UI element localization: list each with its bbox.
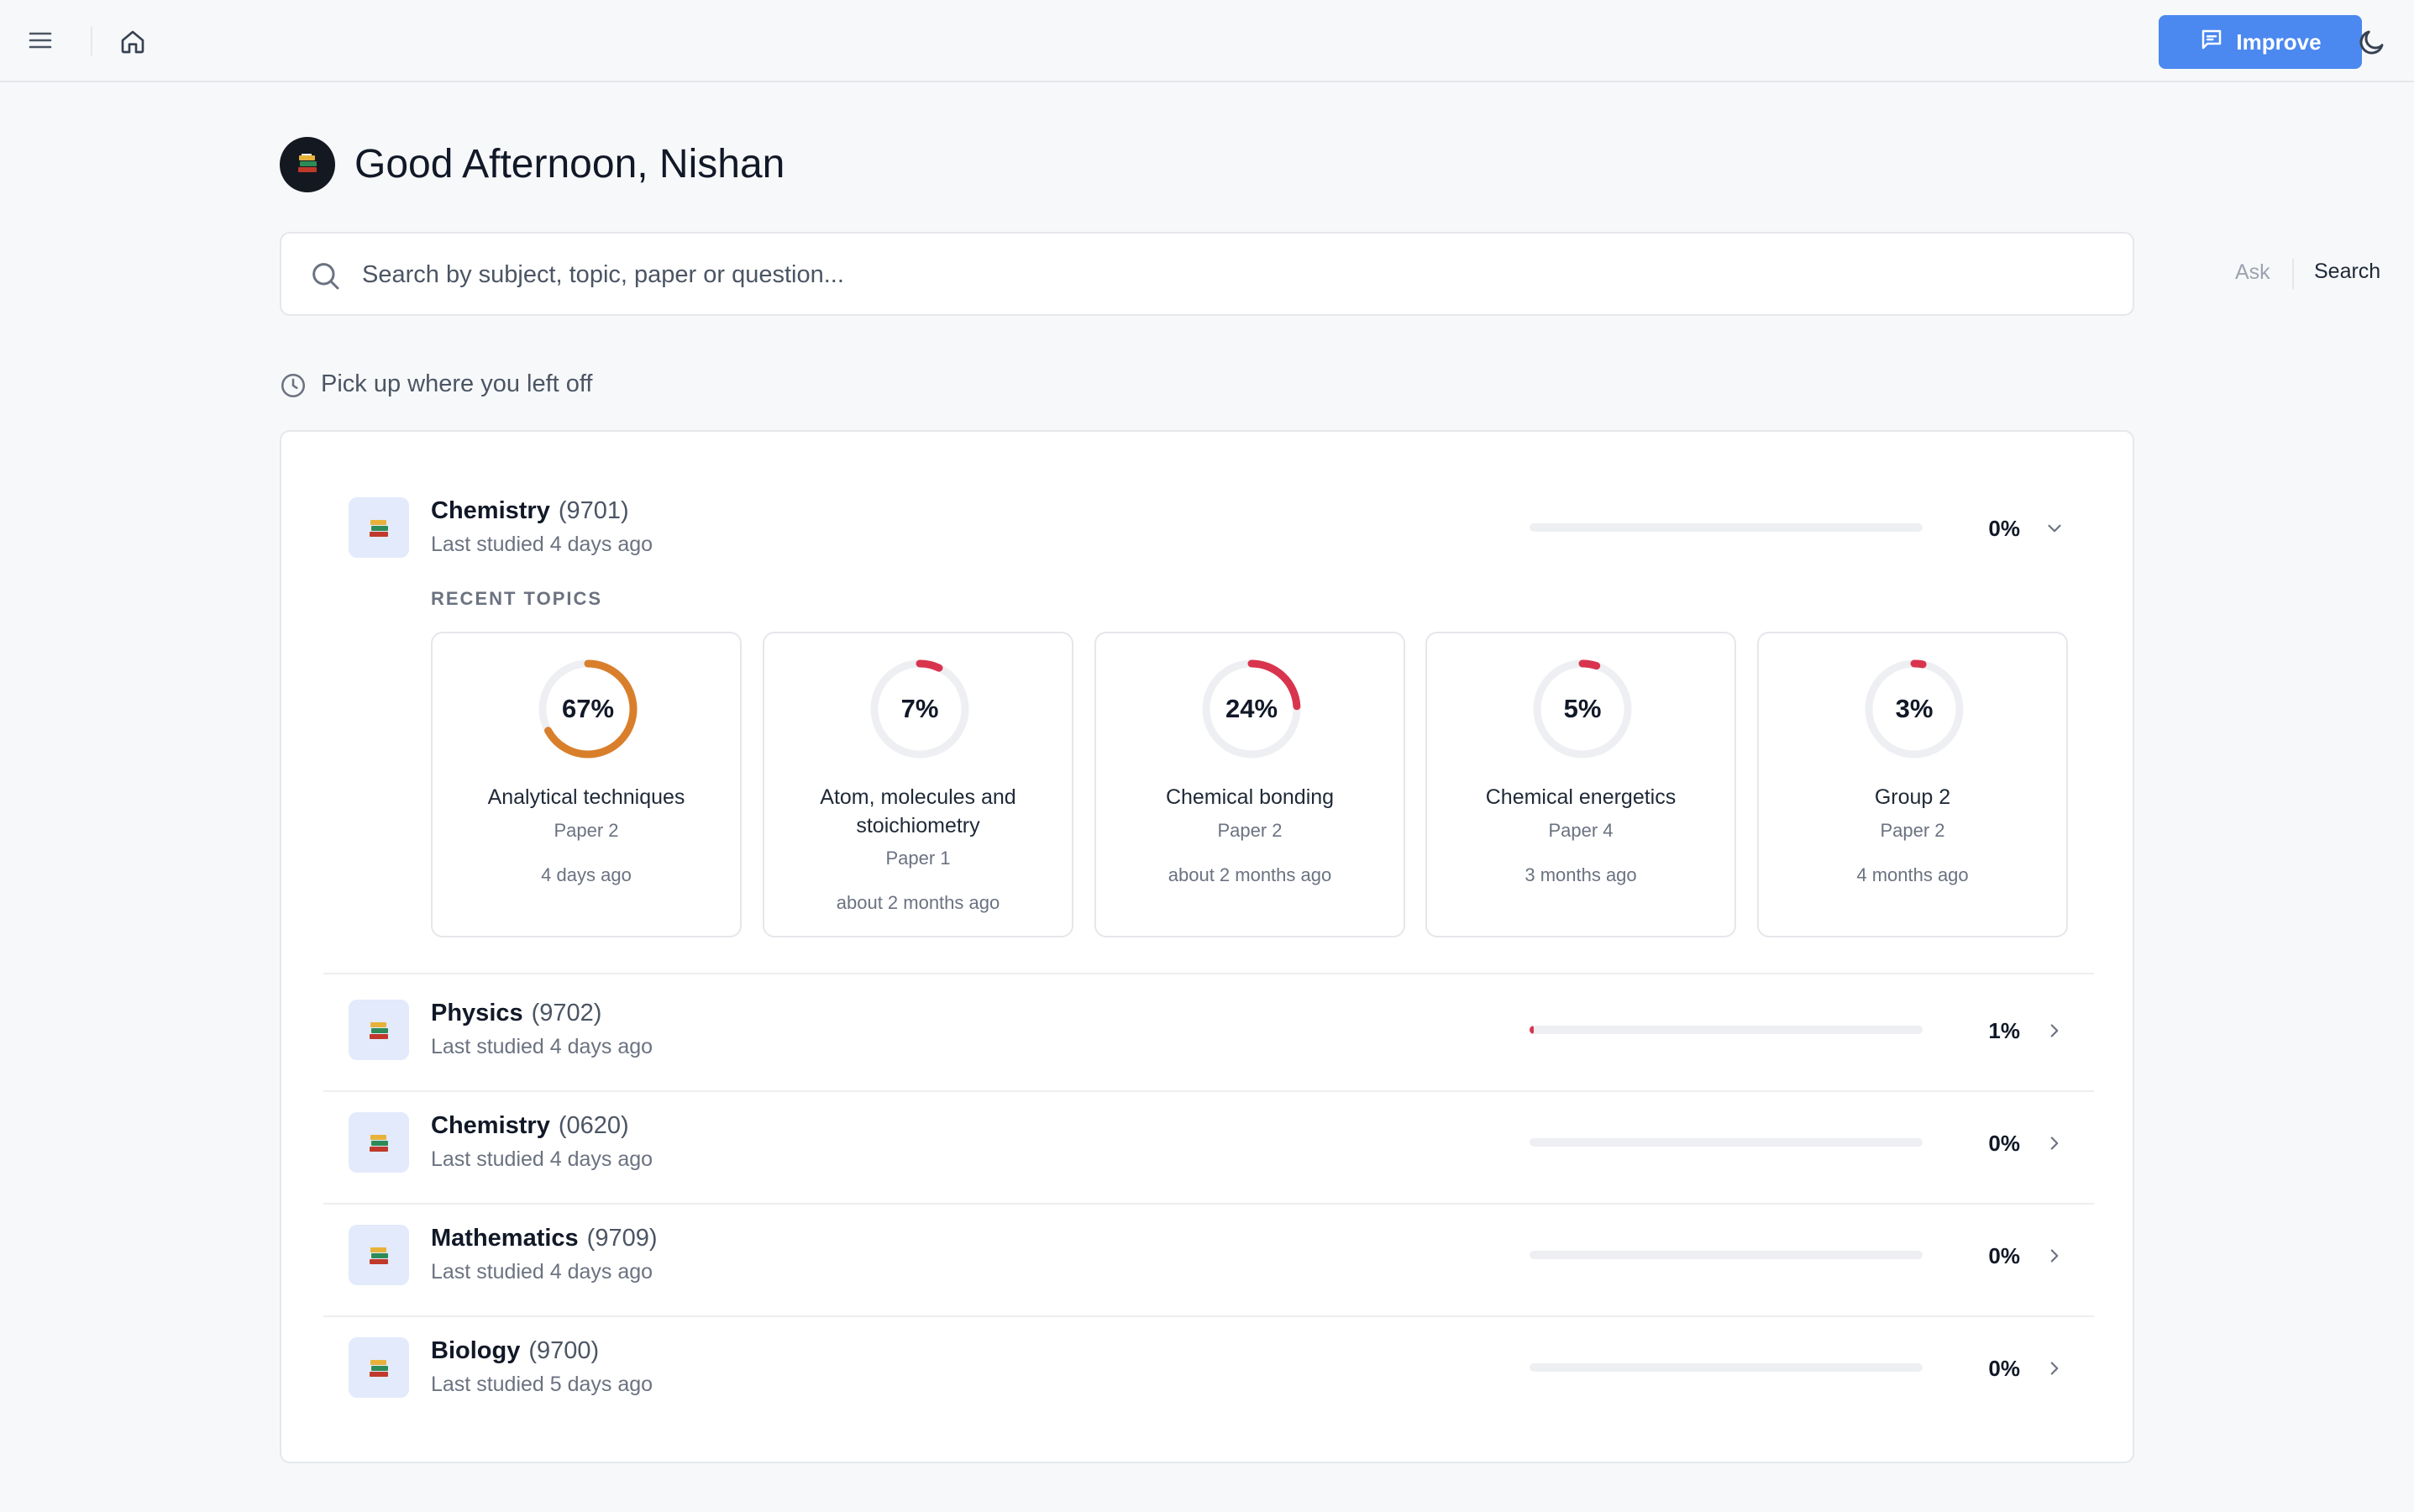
page-title: Good Afternoon, Nishan <box>354 142 785 186</box>
ask-button[interactable]: Ask <box>2235 260 2270 284</box>
subject-name[interactable]: Biology (9700) <box>431 1337 600 1364</box>
topic-card[interactable]: 5% Chemical energetics Paper 4 3 months ago <box>1425 632 1736 937</box>
message-icon <box>2199 27 2224 58</box>
topic-paper: Paper 1 <box>885 848 951 869</box>
topic-card[interactable]: 7% Atom, molecules and stoichiometry Paper… <box>763 632 1073 937</box>
clock-icon <box>279 371 307 400</box>
search-button[interactable]: Search <box>2314 260 2381 283</box>
progress-bar <box>1530 1363 1923 1372</box>
topic-paper: Paper 2 <box>1217 820 1283 841</box>
topic-card[interactable]: 24% Chemical bonding Paper 2 about 2 months… <box>1094 632 1405 937</box>
topic-time: 4 days ago <box>541 864 632 885</box>
section-title: Pick up where you left off <box>321 370 593 397</box>
progress-fill <box>1530 1026 1534 1034</box>
search-bar: Ask Search <box>280 232 2380 316</box>
last-studied: Last studied 4 days ago <box>431 1147 653 1171</box>
subject-code: (0620) <box>558 1112 629 1139</box>
progress-bar <box>1530 1138 1923 1147</box>
divider <box>323 973 2094 974</box>
improve-button[interactable]: Improve <box>2159 15 2362 69</box>
progress-ring <box>1533 659 1632 759</box>
divider <box>91 27 92 55</box>
progress-ring <box>538 659 638 759</box>
topic-percent: 5% <box>1563 694 1602 723</box>
last-studied: Last studied 4 days ago <box>431 1035 653 1058</box>
subject-name[interactable]: Chemistry (9701) <box>431 497 629 524</box>
subject-name[interactable]: Chemistry (0620) <box>431 1112 629 1139</box>
progress-percent: 0% <box>1988 1356 2020 1381</box>
subject-code: (9700) <box>528 1337 600 1364</box>
progress-percent: 0% <box>1988 1243 2020 1268</box>
improve-label: Improve <box>2236 29 2322 55</box>
topic-paper: Paper 2 <box>1880 820 1945 841</box>
recent-topics-label: RECENT TOPICS <box>431 588 603 609</box>
subject-icon <box>349 1000 409 1060</box>
home-icon[interactable] <box>116 25 150 59</box>
topic-card[interactable]: 3% Group 2 Paper 2 4 months ago <box>1757 632 2068 937</box>
progress-ring <box>1865 659 1964 759</box>
avatar <box>280 137 335 192</box>
topic-time: 3 months ago <box>1524 864 1637 885</box>
topic-time: about 2 months ago <box>1168 864 1332 885</box>
subject-code: (9702) <box>531 1000 602 1026</box>
topic-name: Chemical bonding <box>1165 785 1335 809</box>
chevron-right-icon[interactable] <box>2042 1243 2067 1268</box>
chevron-down-icon[interactable] <box>2042 516 2067 541</box>
divider <box>323 1090 2094 1092</box>
subject-code: (9701) <box>558 497 629 524</box>
topic-paper: Paper 2 <box>554 820 619 841</box>
last-studied: Last studied 5 days ago <box>431 1373 653 1396</box>
subject-icon <box>349 1225 409 1285</box>
subject-icon <box>349 1112 409 1173</box>
progress-bar <box>1530 523 1923 532</box>
topic-name: Atom, molecules and stoichiometry <box>820 785 1016 837</box>
search-input[interactable] <box>362 252 1958 297</box>
subject-code: (9709) <box>586 1225 658 1252</box>
subjects-card: Chemistry (9701) Last studied 4 days ago … <box>280 430 2134 1463</box>
progress-percent: 0% <box>1988 1131 2020 1156</box>
topic-name: Group 2 <box>1874 785 1951 809</box>
progress-ring <box>870 659 969 759</box>
topic-time: 4 months ago <box>1856 864 1969 885</box>
topic-name: Analytical techniques <box>487 785 685 809</box>
progress-ring <box>1202 659 1301 759</box>
subject-name[interactable]: Physics (9702) <box>431 1000 602 1026</box>
topic-percent: 24% <box>1225 694 1278 723</box>
subject-name[interactable]: Mathematics (9709) <box>431 1225 658 1252</box>
books-icon <box>295 150 320 180</box>
topic-percent: 3% <box>1895 694 1934 723</box>
chevron-right-icon[interactable] <box>2042 1131 2067 1156</box>
topic-percent: 7% <box>900 694 939 723</box>
chevron-right-icon[interactable] <box>2042 1356 2067 1381</box>
divider <box>323 1203 2094 1205</box>
subject-icon <box>349 1337 409 1398</box>
progress-bar <box>1530 1026 1923 1034</box>
last-studied: Last studied 4 days ago <box>431 1260 653 1284</box>
last-studied: Last studied 4 days ago <box>431 533 653 556</box>
topic-time: about 2 months ago <box>836 892 1000 913</box>
search-icon <box>308 259 342 292</box>
top-bar: Improve <box>0 0 2414 82</box>
divider <box>2292 259 2294 289</box>
moon-icon[interactable] <box>2354 24 2390 60</box>
topic-name: Chemical energetics <box>1485 785 1677 809</box>
topic-percent: 67% <box>561 694 615 723</box>
menu-icon[interactable] <box>25 25 55 55</box>
progress-percent: 1% <box>1988 1018 2020 1043</box>
topic-card[interactable]: 67% Analytical techniques Paper 2 4 days ag… <box>431 632 742 937</box>
topic-paper: Paper 4 <box>1548 820 1614 841</box>
chevron-right-icon[interactable] <box>2042 1018 2067 1043</box>
progress-percent: 0% <box>1988 516 2020 541</box>
subject-icon <box>349 497 409 558</box>
progress-bar <box>1530 1251 1923 1259</box>
divider <box>323 1315 2094 1317</box>
